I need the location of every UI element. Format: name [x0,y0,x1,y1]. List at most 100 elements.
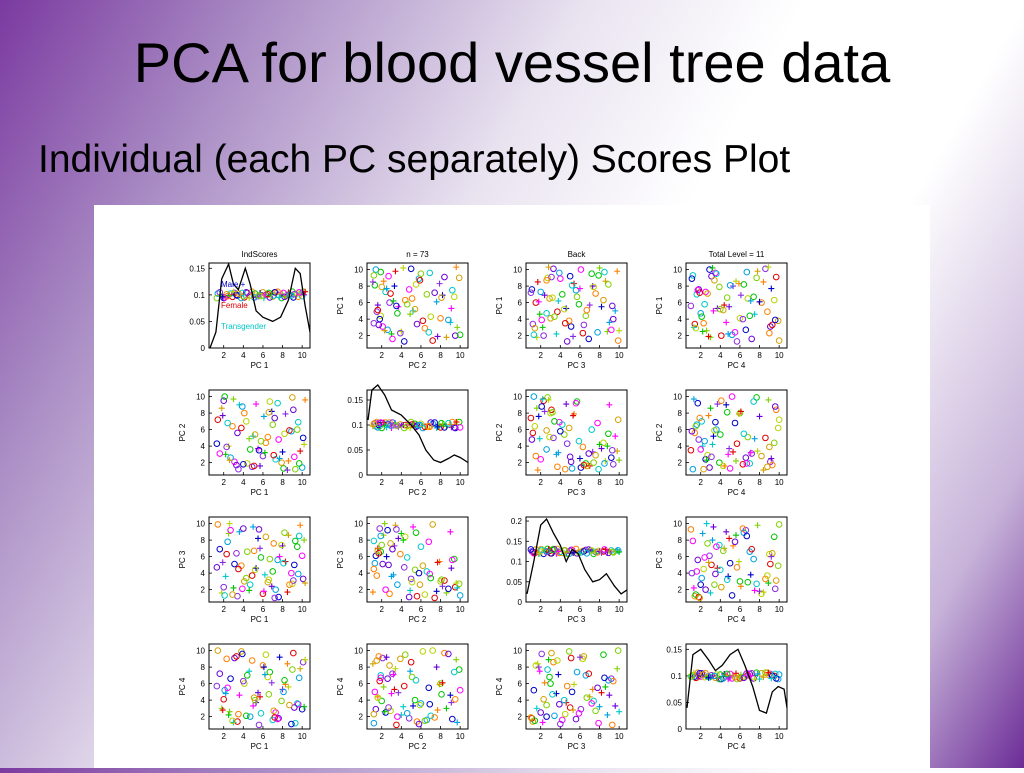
x-tick-label: 8 [438,351,443,360]
score-point-circle [557,720,564,728]
score-point-plus [598,303,605,310]
score-point-circle [450,293,458,301]
score-point-circle [286,701,293,709]
x-tick-label: 4 [718,605,723,614]
score-point-circle [373,657,381,664]
score-point-plus [536,435,543,442]
score-point-circle [697,446,705,453]
score-point-circle [272,586,279,593]
score-point-circle [425,684,433,692]
score-point-circle [719,306,727,314]
score-point-plus [606,401,613,408]
score-point-plus [222,690,229,697]
score-point-plus [246,435,253,442]
score-point-circle [220,397,228,405]
slide-subtitle: Individual (each PC separately) Scores P… [38,138,791,181]
score-point-circle [257,554,265,561]
y-tick-label: 6 [678,299,683,308]
x-tick-label: 4 [558,605,563,614]
score-point-circle [412,529,420,536]
score-point-circle [255,526,263,533]
score-point-circle [370,420,378,428]
y-tick-label: 10 [196,520,205,529]
score-point-circle [577,705,585,713]
score-point-circle [377,532,385,540]
score-point-circle [397,550,404,558]
score-point-circle [731,329,739,336]
score-point-plus [392,268,399,275]
score-point-circle [389,670,396,678]
score-point-circle [278,697,285,705]
y-tick-label: 2 [201,586,206,595]
score-point-circle [243,672,251,679]
score-point-plus [710,523,717,530]
score-point-plus [535,664,542,671]
x-axis-label: PC 2 [409,742,427,751]
score-point-plus [453,580,460,587]
score-point-circle [291,719,299,727]
panel-PC3-vs-PC3: 2 4 6 8 10 PC 3 0.05 0.1 0.15 0.2 0 [506,516,628,624]
score-point-plus [703,457,710,464]
score-point-plus [604,443,611,450]
y-tick-label: 6 [678,426,683,435]
score-point-plus [765,669,772,676]
score-point-plus [391,283,398,290]
score-point-circle [376,677,384,685]
score-point-plus [284,660,291,667]
score-point-circle [695,436,703,443]
score-point-circle [543,277,550,284]
score-point-circle [527,289,535,297]
y-axis-label: PC 2 [178,423,187,441]
score-point-plus [230,584,237,591]
score-point-circle [233,461,240,469]
score-point-circle [370,565,378,573]
score-point-circle [299,434,307,442]
score-point-circle [451,695,459,703]
score-point-circle [688,275,696,282]
score-point-circle [456,424,464,431]
score-point-circle [550,658,557,666]
score-point-circle [214,647,222,654]
score-point-circle [740,430,748,438]
score-point-circle [605,549,612,557]
score-point-plus [398,530,405,537]
score-point-circle [294,700,302,708]
x-tick-label: 8 [280,605,285,614]
score-point-circle [713,543,720,551]
score-point-plus [369,589,376,596]
y-tick-label: 6 [359,680,364,689]
score-point-plus [563,305,570,312]
score-point-plus [381,520,388,527]
score-point-circle [590,459,597,466]
score-point-plus [536,311,543,318]
score-point-circle [291,561,298,569]
score-point-plus [261,571,268,578]
score-point-circle [583,694,591,701]
score-point-circle [246,581,254,588]
score-point-circle [224,292,231,300]
x-tick-label: 4 [718,478,723,487]
score-point-circle [393,526,400,533]
score-point-circle [702,586,709,593]
score-point-plus [447,692,454,699]
y-tick-label: 0 [518,598,523,607]
score-point-plus [407,425,414,431]
score-point-plus [725,330,732,337]
score-point-plus [453,419,460,425]
score-point-circle [255,446,263,454]
score-point-plus [219,412,226,419]
score-point-plus [703,520,710,527]
score-point-plus [225,530,232,537]
x-tick-label: 10 [615,732,624,741]
score-point-plus [436,280,443,287]
y-tick-label: 0.15 [506,537,522,546]
score-point-plus [705,674,712,681]
score-point-circle [216,450,224,457]
score-point-circle [696,289,704,297]
y-axis-label: PC 3 [655,550,664,568]
score-point-circle [560,431,568,438]
y-axis-label: PC 4 [178,677,187,695]
score-point-circle [731,673,739,681]
x-tick-label: 8 [597,351,602,360]
score-point-plus [395,423,402,430]
